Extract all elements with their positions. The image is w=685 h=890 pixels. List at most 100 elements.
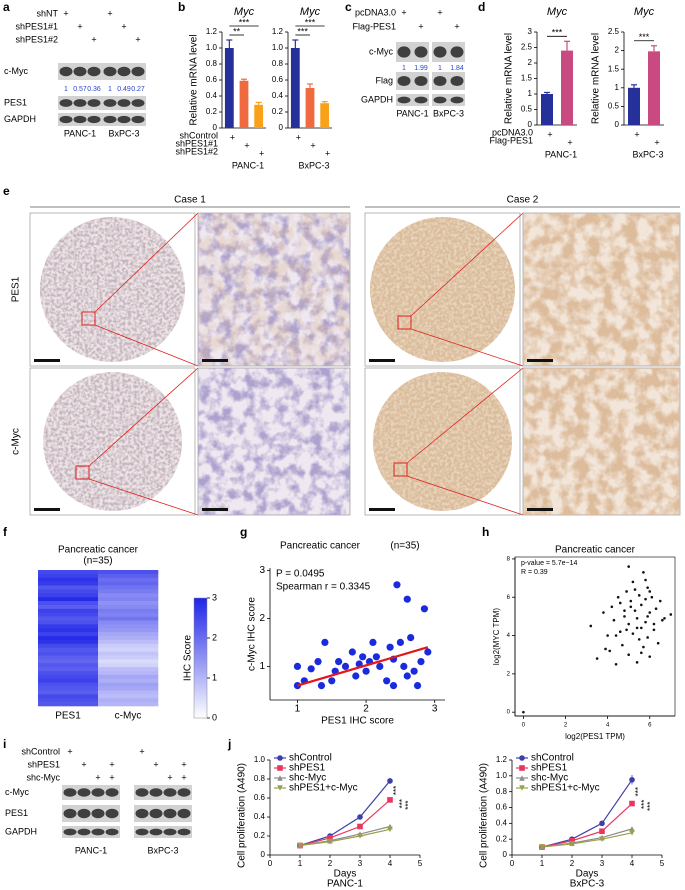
fit-line: [297, 646, 429, 687]
y-tick-label: 0.4: [206, 91, 218, 100]
data-point: [604, 647, 607, 651]
tissue-texture: [373, 372, 512, 511]
heatmap-cell: [38, 570, 99, 575]
bar: [561, 50, 573, 125]
blot-band: [163, 828, 177, 836]
data-point: [327, 838, 333, 845]
heatmap-cell: [98, 639, 159, 645]
blot-background: [62, 805, 120, 822]
data-point: [420, 605, 429, 613]
blot-background: [62, 826, 120, 838]
x-axis-label: Days: [576, 869, 599, 880]
heatmap-cell: [98, 624, 159, 629]
data-point: [602, 611, 605, 614]
heatmap-cell: [38, 608, 99, 614]
legend-label: shPES1: [289, 763, 326, 774]
y-axis-label: Relative mRNA level: [189, 34, 200, 125]
condition-mark: +: [109, 772, 114, 782]
data-point: [623, 615, 626, 618]
blot-band: [135, 828, 149, 836]
data-point: [654, 607, 658, 611]
data-point: [369, 638, 377, 647]
data-point: [629, 599, 633, 603]
colorbar-tick-label: 2: [212, 632, 217, 642]
bar: [239, 80, 249, 128]
data-point: [648, 655, 652, 658]
heatmap-cell: [38, 628, 99, 633]
blot-band: [73, 115, 87, 124]
data-point: [387, 826, 393, 833]
chart-title: Pancreatic cancer: [280, 541, 361, 552]
legend-marker: [519, 755, 525, 761]
colorbar-tick-label: 3: [212, 592, 217, 602]
legend-label: shc-Myc: [289, 773, 326, 784]
x-tick-label: 1: [295, 704, 301, 715]
heatmap-cell: [98, 690, 159, 695]
x-axis-label: log2(PES1 TPM): [565, 732, 625, 741]
x-tick-label: 0: [510, 859, 515, 868]
significance-label: ***: [404, 800, 413, 809]
quantification: 0.27: [131, 86, 145, 93]
blot-band: [450, 96, 464, 104]
blot-band: [397, 96, 411, 104]
data-point: [627, 565, 630, 568]
y-tick-label: 0.4: [272, 91, 284, 100]
series-line: [541, 832, 633, 848]
y-axis-label: Relative mRNA level: [591, 33, 602, 124]
blot-band: [87, 115, 101, 124]
legend-label: shControl: [531, 753, 574, 764]
bar: [290, 48, 300, 128]
x-tick-label: 2: [570, 859, 575, 868]
y-tick-label: 1.2: [496, 755, 508, 764]
data-point: [629, 605, 633, 609]
heatmap-cell: [98, 593, 159, 598]
data-point: [424, 648, 432, 656]
data-point: [595, 657, 599, 660]
heatmap-cell: [38, 636, 99, 641]
heatmap-cell: [98, 671, 159, 676]
x-tick-label: 3: [432, 704, 438, 715]
x-tick-label: 2: [328, 859, 333, 868]
data-point: [650, 595, 654, 599]
stain-label: c-Myc: [11, 428, 22, 455]
y-tick-label: 1.2: [206, 27, 218, 36]
quantification: 1.99: [414, 65, 428, 72]
blot-band: [131, 66, 145, 77]
data-point: [396, 638, 404, 647]
blot-band: [117, 115, 131, 124]
blot-band: [450, 46, 464, 58]
bar: [224, 48, 234, 128]
chart-title: Pancreatic cancer: [555, 545, 636, 556]
condition-mark: +: [107, 8, 112, 18]
zoom-line: [88, 367, 199, 467]
y-tick-label: 1.0: [254, 755, 266, 764]
heatmap-cell: [38, 678, 99, 683]
heatmap-cell: [38, 663, 99, 668]
data-point: [383, 677, 391, 685]
annotation: Spearman r = 0.3345: [276, 582, 371, 593]
data-point: [293, 662, 302, 671]
heatmap-cell: [98, 601, 159, 606]
zoom-box: [81, 311, 96, 326]
blot-band: [77, 828, 91, 836]
heatmap-cell: [38, 639, 99, 645]
blot-band: [135, 788, 149, 797]
heatmap-cell: [98, 651, 159, 656]
heatmap-cell: [98, 686, 159, 691]
tissue-texture: [198, 368, 350, 515]
blot-band: [103, 66, 117, 77]
blot-band: [163, 788, 177, 797]
blot-band: [63, 828, 77, 836]
heatmap-cell: [38, 589, 99, 594]
bar: [305, 88, 315, 128]
y-tick-label: 0: [507, 710, 511, 716]
legend-label: shControl: [289, 753, 332, 764]
blot-band: [149, 788, 163, 797]
blot-band: [117, 99, 131, 107]
band-label: PES1: [5, 808, 28, 818]
zoom-line: [94, 212, 199, 313]
bar: [320, 103, 330, 128]
column-label: c-Myc: [115, 711, 142, 722]
band-label: Flag: [375, 75, 393, 85]
y-tick-label: 1: [615, 83, 620, 92]
